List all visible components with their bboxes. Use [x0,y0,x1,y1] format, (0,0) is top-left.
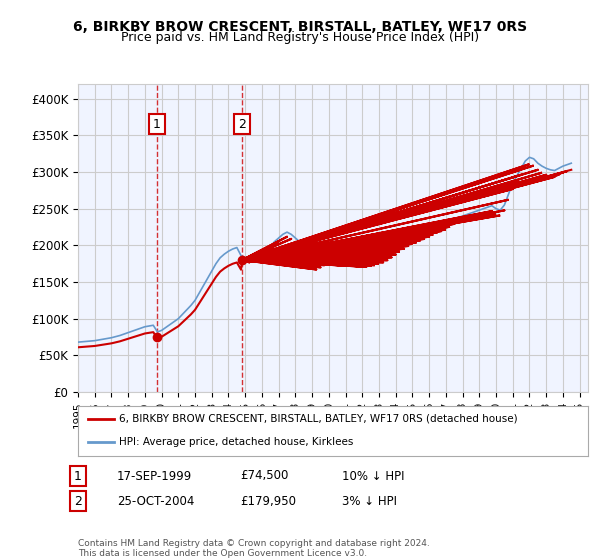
Text: HPI: Average price, detached house, Kirklees: HPI: Average price, detached house, Kirk… [119,437,353,447]
Text: 2: 2 [238,118,246,130]
Text: 1: 1 [74,469,82,483]
Text: £74,500: £74,500 [240,469,289,483]
Text: 6, BIRKBY BROW CRESCENT, BIRSTALL, BATLEY, WF17 0RS (detached house): 6, BIRKBY BROW CRESCENT, BIRSTALL, BATLE… [119,414,517,423]
Text: 17-SEP-1999: 17-SEP-1999 [117,469,192,483]
Text: £179,950: £179,950 [240,494,296,508]
Text: Price paid vs. HM Land Registry's House Price Index (HPI): Price paid vs. HM Land Registry's House … [121,31,479,44]
Text: 2: 2 [74,494,82,508]
Text: 1: 1 [153,118,161,130]
Text: 25-OCT-2004: 25-OCT-2004 [117,494,194,508]
Text: 3% ↓ HPI: 3% ↓ HPI [342,494,397,508]
Text: 10% ↓ HPI: 10% ↓ HPI [342,469,404,483]
Text: 6, BIRKBY BROW CRESCENT, BIRSTALL, BATLEY, WF17 0RS: 6, BIRKBY BROW CRESCENT, BIRSTALL, BATLE… [73,20,527,34]
Text: Contains HM Land Registry data © Crown copyright and database right 2024.
This d: Contains HM Land Registry data © Crown c… [78,539,430,558]
